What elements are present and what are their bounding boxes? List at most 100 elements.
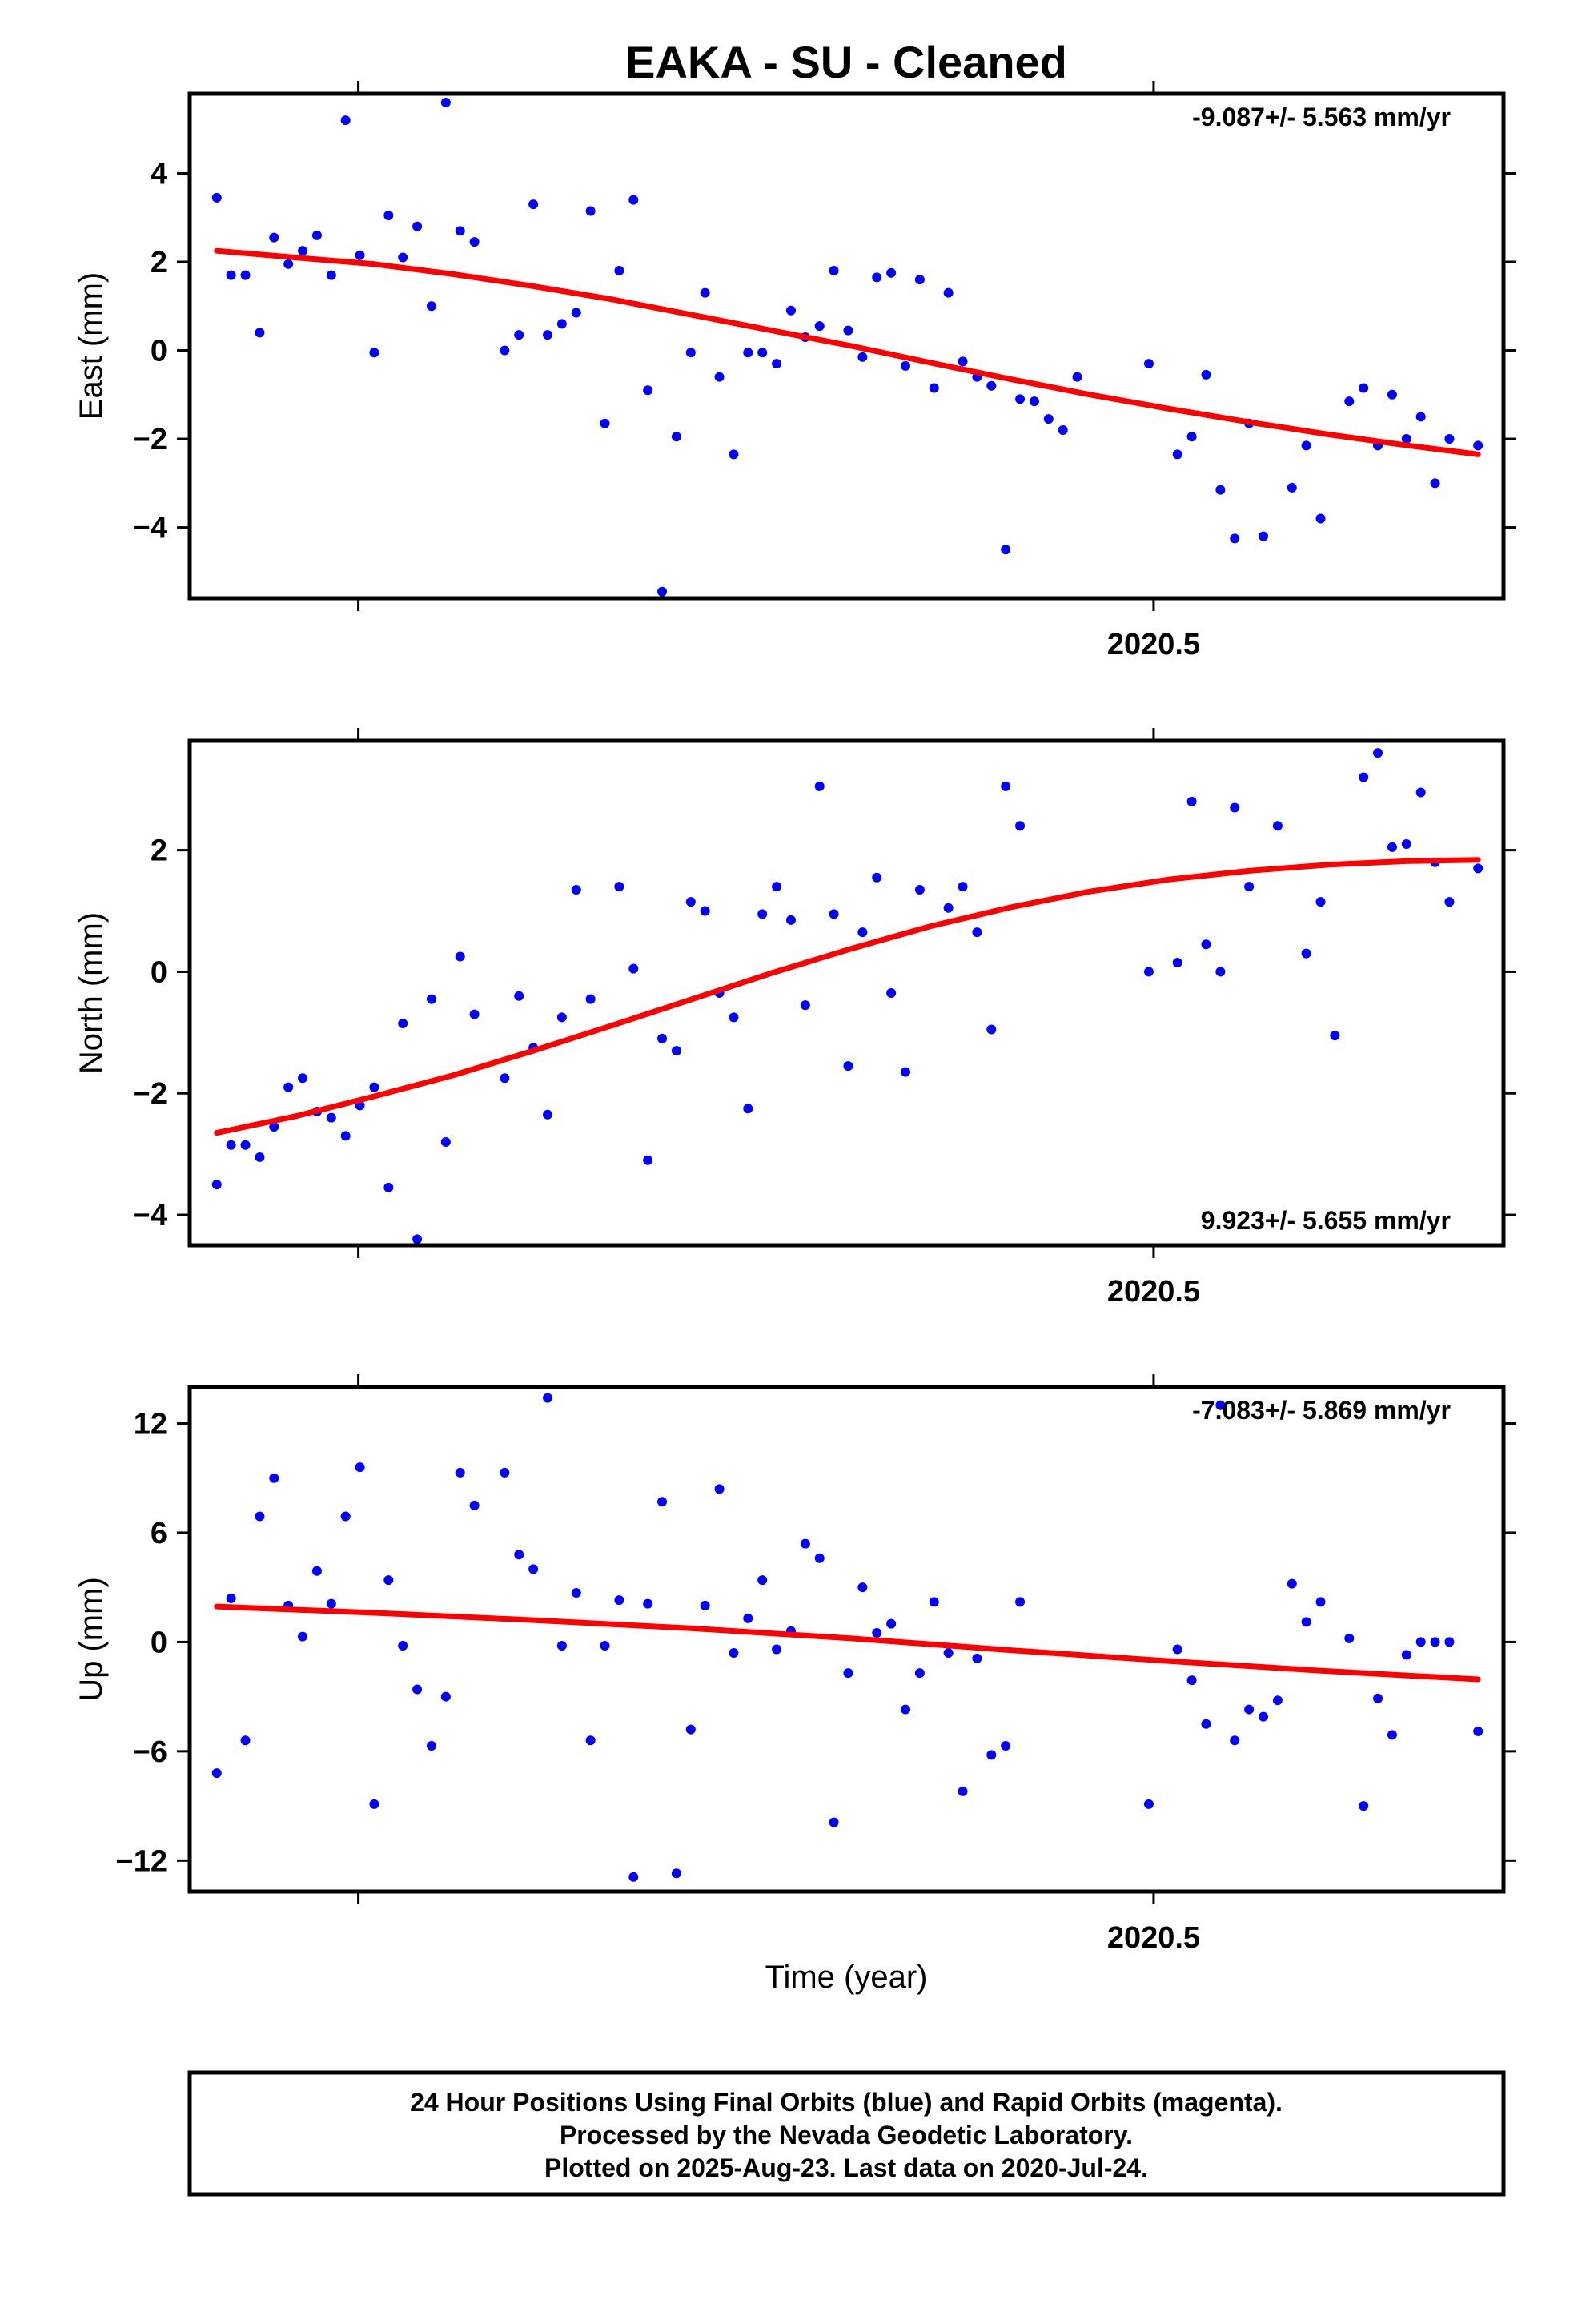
east-data-point (886, 267, 897, 278)
north-data-point (743, 1104, 753, 1114)
east-data-point (1186, 432, 1197, 442)
up-data-point (1415, 1637, 1426, 1647)
up-data-point (600, 1640, 610, 1651)
east-data-point (772, 359, 782, 369)
north-data-point (500, 1073, 510, 1084)
up-data-point (929, 1597, 939, 1607)
up-data-point (1259, 1711, 1269, 1722)
up-data-point (729, 1648, 739, 1659)
up-panel: −12 −6 0 6 12 2020.5 Up (mm) -7.083+/- 5.869 mm… (74, 1374, 1516, 1955)
north-ytick-label: 0 (151, 955, 167, 989)
north-data-point (1143, 967, 1154, 977)
east-ytick-label: 4 (151, 157, 167, 191)
up-data-point (211, 1768, 222, 1779)
east-data-point (311, 230, 322, 240)
up-data-point (1473, 1726, 1484, 1736)
north-data-point (886, 988, 897, 998)
north-data-point (426, 994, 436, 1004)
up-data-point (1401, 1650, 1411, 1660)
east-data-point (700, 287, 710, 298)
north-data-point (829, 909, 839, 919)
north-data-point (283, 1082, 294, 1092)
east-data-point (1415, 412, 1426, 422)
north-data-point (1473, 863, 1484, 874)
north-data-point (1201, 939, 1211, 950)
east-data-point (657, 586, 668, 597)
footer-line-1: 24 Hour Positions Using Final Orbits (bl… (410, 2088, 1283, 2117)
east-data-point (814, 321, 825, 332)
up-data-point (1359, 1801, 1369, 1811)
up-y-axis-label: Up (mm) (74, 1577, 109, 1702)
east-data-point (1387, 389, 1397, 400)
north-data-point (628, 963, 639, 974)
north-data-point (240, 1140, 251, 1150)
north-velocity-rate: 9.923+/- 5.655 mm/yr (1201, 1206, 1451, 1235)
east-data-point (326, 270, 336, 280)
east-data-point (1172, 449, 1182, 460)
up-data-point (972, 1653, 982, 1663)
north-data-point (211, 1180, 222, 1190)
east-data-point (729, 449, 739, 460)
north-data-point (1015, 821, 1026, 831)
up-data-point (412, 1684, 423, 1695)
north-data-point (298, 1073, 308, 1084)
north-data-point (958, 882, 968, 892)
east-y-axis-label: East (mm) (74, 272, 109, 420)
up-data-point (1201, 1719, 1211, 1729)
up-data-point (628, 1872, 639, 1882)
north-data-point (1301, 948, 1311, 959)
up-data-point (800, 1538, 810, 1549)
east-data-point (355, 250, 365, 260)
up-data-point (943, 1648, 954, 1659)
north-data-point (585, 994, 596, 1004)
north-data-point (685, 897, 696, 907)
up-data-point (1344, 1633, 1355, 1643)
up-data-point (469, 1500, 480, 1510)
footer-box: 24 Hour Positions Using Final Orbits (bl… (187, 2070, 1506, 2197)
north-data-point (1330, 1031, 1340, 1041)
up-data-point (1230, 1735, 1240, 1746)
north-data-point (901, 1067, 911, 1077)
east-data-point (714, 372, 725, 382)
up-data-point (1287, 1578, 1297, 1589)
footer-line-3: Plotted on 2025-Aug-23. Last data on 202… (544, 2153, 1148, 2182)
north-xtick-label: 2020.5 (1107, 1275, 1200, 1309)
north-data-point (729, 1012, 739, 1023)
x-axis-label: Time (year) (765, 1960, 928, 1995)
east-data-point (943, 287, 954, 298)
north-data-point (543, 1109, 553, 1120)
east-data-point (1287, 482, 1297, 493)
up-data-point (585, 1735, 596, 1746)
east-data-point (398, 252, 408, 263)
east-data-point (514, 330, 524, 340)
east-data-point (571, 308, 581, 318)
east-data-point (1430, 478, 1440, 489)
east-data-point (1001, 545, 1011, 555)
east-data-point (1344, 396, 1355, 407)
east-data-point (743, 348, 753, 358)
east-data-point (528, 199, 539, 210)
east-data-point (412, 221, 423, 231)
east-data-point (643, 385, 653, 396)
east-data-point (340, 115, 351, 126)
north-data-point (1272, 821, 1283, 831)
up-data-point (814, 1553, 825, 1563)
up-data-point (528, 1564, 539, 1574)
north-data-point (383, 1182, 394, 1192)
north-data-point (1244, 882, 1255, 892)
up-data-point (886, 1618, 897, 1629)
up-data-point (643, 1598, 653, 1609)
up-ytick-label: 0 (151, 1626, 167, 1659)
north-data-point (340, 1131, 351, 1141)
up-ytick-label: −12 (116, 1844, 167, 1878)
north-data-point (1001, 781, 1011, 791)
up-data-point (958, 1786, 968, 1796)
up-data-point (914, 1668, 925, 1679)
up-data-point (514, 1550, 524, 1560)
north-data-point (1315, 897, 1326, 907)
east-data-point (872, 272, 882, 283)
east-data-point (440, 98, 451, 108)
up-data-point (440, 1691, 451, 1702)
north-data-point (1359, 772, 1369, 782)
north-data-point (657, 1033, 668, 1043)
